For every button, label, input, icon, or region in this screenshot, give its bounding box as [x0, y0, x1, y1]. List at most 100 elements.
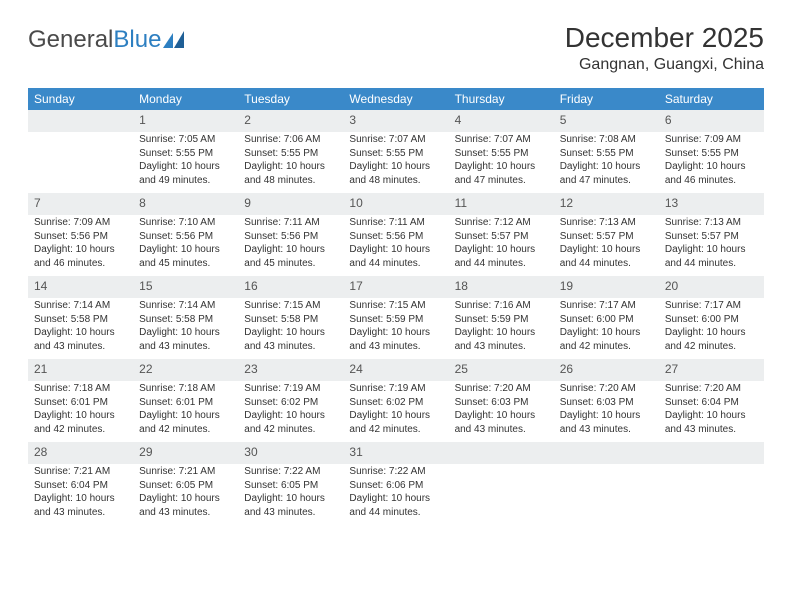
daynum-cell: 23 [238, 359, 343, 381]
sunset-text: Sunset: 5:59 PM [349, 313, 442, 327]
day-cell: Sunrise: 7:21 AMSunset: 6:04 PMDaylight:… [28, 464, 133, 526]
day-cell: Sunrise: 7:09 AMSunset: 5:56 PMDaylight:… [28, 215, 133, 277]
daynum-row: 123456 [28, 110, 764, 132]
sunset-text: Sunset: 6:05 PM [244, 479, 337, 493]
dl1-text: Daylight: 10 hours [349, 243, 442, 257]
dl1-text: Daylight: 10 hours [560, 326, 653, 340]
dl1-text: Daylight: 10 hours [665, 326, 758, 340]
dl1-text: Daylight: 10 hours [34, 326, 127, 340]
sunrise-text: Sunrise: 7:15 AM [244, 299, 337, 313]
dl2-text: and 42 minutes. [665, 340, 758, 354]
dl1-text: Daylight: 10 hours [349, 326, 442, 340]
calendar-body: 123456Sunrise: 7:05 AMSunset: 5:55 PMDay… [28, 110, 764, 525]
sunrise-text: Sunrise: 7:08 AM [560, 133, 653, 147]
sunset-text: Sunset: 5:55 PM [244, 147, 337, 161]
sunset-text: Sunset: 6:05 PM [139, 479, 232, 493]
daynum-cell [659, 442, 764, 464]
dl1-text: Daylight: 10 hours [139, 409, 232, 423]
dl2-text: and 48 minutes. [349, 174, 442, 188]
daynum-cell: 21 [28, 359, 133, 381]
daynum-cell: 20 [659, 276, 764, 298]
day-cell [449, 464, 554, 526]
sunset-text: Sunset: 5:56 PM [349, 230, 442, 244]
dl1-text: Daylight: 10 hours [349, 409, 442, 423]
day-cell: Sunrise: 7:07 AMSunset: 5:55 PMDaylight:… [343, 132, 448, 194]
sunrise-text: Sunrise: 7:18 AM [139, 382, 232, 396]
dl1-text: Daylight: 10 hours [139, 492, 232, 506]
dl2-text: and 44 minutes. [349, 506, 442, 520]
dl1-text: Daylight: 10 hours [34, 409, 127, 423]
dl2-text: and 42 minutes. [560, 340, 653, 354]
day-cell: Sunrise: 7:09 AMSunset: 5:55 PMDaylight:… [659, 132, 764, 194]
sunrise-text: Sunrise: 7:22 AM [244, 465, 337, 479]
sunset-text: Sunset: 6:01 PM [34, 396, 127, 410]
sunrise-text: Sunrise: 7:10 AM [139, 216, 232, 230]
dl2-text: and 44 minutes. [665, 257, 758, 271]
sunset-text: Sunset: 5:57 PM [560, 230, 653, 244]
dl2-text: and 49 minutes. [139, 174, 232, 188]
daynum-cell [449, 442, 554, 464]
daynum-row: 21222324252627 [28, 359, 764, 381]
dl2-text: and 44 minutes. [455, 257, 548, 271]
daynum-cell: 4 [449, 110, 554, 132]
dl2-text: and 43 minutes. [139, 506, 232, 520]
daynum-cell: 25 [449, 359, 554, 381]
dl2-text: and 45 minutes. [244, 257, 337, 271]
sunset-text: Sunset: 5:58 PM [244, 313, 337, 327]
dl1-text: Daylight: 10 hours [455, 326, 548, 340]
dl2-text: and 43 minutes. [139, 340, 232, 354]
daynum-cell: 14 [28, 276, 133, 298]
dl1-text: Daylight: 10 hours [665, 160, 758, 174]
day-cell: Sunrise: 7:12 AMSunset: 5:57 PMDaylight:… [449, 215, 554, 277]
location-text: Gangnan, Guangxi, China [565, 56, 764, 74]
sunrise-text: Sunrise: 7:17 AM [560, 299, 653, 313]
daynum-cell: 17 [343, 276, 448, 298]
sunset-text: Sunset: 5:55 PM [560, 147, 653, 161]
sunrise-text: Sunrise: 7:09 AM [34, 216, 127, 230]
sunrise-text: Sunrise: 7:22 AM [349, 465, 442, 479]
dl1-text: Daylight: 10 hours [244, 243, 337, 257]
dl2-text: and 43 minutes. [244, 340, 337, 354]
dl2-text: and 43 minutes. [244, 506, 337, 520]
day-cell: Sunrise: 7:16 AMSunset: 5:59 PMDaylight:… [449, 298, 554, 360]
sunset-text: Sunset: 5:58 PM [34, 313, 127, 327]
day-cell: Sunrise: 7:20 AMSunset: 6:03 PMDaylight:… [554, 381, 659, 443]
daynum-cell: 31 [343, 442, 448, 464]
day-cell: Sunrise: 7:21 AMSunset: 6:05 PMDaylight:… [133, 464, 238, 526]
day-cell: Sunrise: 7:11 AMSunset: 5:56 PMDaylight:… [343, 215, 448, 277]
dl1-text: Daylight: 10 hours [665, 243, 758, 257]
dl2-text: and 48 minutes. [244, 174, 337, 188]
day-cell: Sunrise: 7:07 AMSunset: 5:55 PMDaylight:… [449, 132, 554, 194]
daynum-cell: 7 [28, 193, 133, 215]
sunrise-text: Sunrise: 7:20 AM [665, 382, 758, 396]
day-cell: Sunrise: 7:15 AMSunset: 5:58 PMDaylight:… [238, 298, 343, 360]
dl1-text: Daylight: 10 hours [244, 409, 337, 423]
day-cell: Sunrise: 7:15 AMSunset: 5:59 PMDaylight:… [343, 298, 448, 360]
sunrise-text: Sunrise: 7:17 AM [665, 299, 758, 313]
page-header: GeneralBlue December 2025 Gangnan, Guang… [28, 22, 764, 74]
daynum-cell: 6 [659, 110, 764, 132]
day-cell: Sunrise: 7:10 AMSunset: 5:56 PMDaylight:… [133, 215, 238, 277]
day-cell: Sunrise: 7:22 AMSunset: 6:05 PMDaylight:… [238, 464, 343, 526]
sunset-text: Sunset: 6:00 PM [560, 313, 653, 327]
daynum-cell: 15 [133, 276, 238, 298]
week-row: Sunrise: 7:14 AMSunset: 5:58 PMDaylight:… [28, 298, 764, 360]
dl2-text: and 45 minutes. [139, 257, 232, 271]
dl1-text: Daylight: 10 hours [34, 492, 127, 506]
sunset-text: Sunset: 5:57 PM [665, 230, 758, 244]
sunrise-text: Sunrise: 7:06 AM [244, 133, 337, 147]
sunset-text: Sunset: 5:55 PM [455, 147, 548, 161]
dl2-text: and 46 minutes. [665, 174, 758, 188]
dl2-text: and 43 minutes. [34, 506, 127, 520]
sunrise-text: Sunrise: 7:09 AM [665, 133, 758, 147]
dl2-text: and 47 minutes. [560, 174, 653, 188]
dl2-text: and 43 minutes. [455, 340, 548, 354]
daynum-cell: 22 [133, 359, 238, 381]
dl1-text: Daylight: 10 hours [244, 492, 337, 506]
daynum-row: 78910111213 [28, 193, 764, 215]
weekday-header: Thursday [449, 88, 554, 110]
day-cell: Sunrise: 7:13 AMSunset: 5:57 PMDaylight:… [554, 215, 659, 277]
dl2-text: and 42 minutes. [244, 423, 337, 437]
weekday-header: Friday [554, 88, 659, 110]
sunset-text: Sunset: 5:56 PM [244, 230, 337, 244]
